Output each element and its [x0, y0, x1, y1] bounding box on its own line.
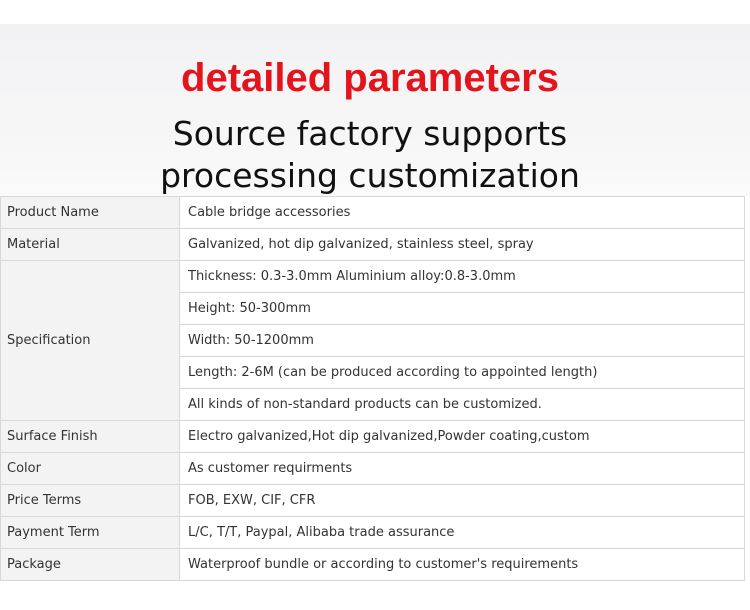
row-label-product-name: Product Name — [0, 196, 180, 229]
table-row: All kinds of non-standard products can b… — [1, 388, 745, 421]
row-label-surface-finish: Surface Finish — [0, 420, 180, 453]
row-value-payment-term: L/C, T/T, Paypal, Alibaba trade assuranc… — [179, 516, 745, 549]
page-title: detailed parameters — [181, 56, 559, 100]
table-row: Color As customer requirments — [0, 452, 745, 485]
spec-custom: All kinds of non-standard products can b… — [179, 388, 745, 421]
table-row: Height: 50-300mm — [1, 292, 745, 325]
top-margin — [0, 0, 750, 24]
row-value-surface-finish: Electro galvanized,Hot dip galvanized,Po… — [179, 420, 745, 453]
row-value-material: Galvanized, hot dip galvanized, stainles… — [179, 228, 745, 261]
row-label-package: Package — [0, 548, 180, 581]
row-label-price-terms: Price Terms — [0, 484, 180, 517]
spec-width: Width: 50-1200mm — [179, 324, 745, 357]
row-label-color: Color — [0, 452, 180, 485]
table-row: Package Waterproof bundle or according t… — [0, 548, 745, 581]
table-row: Surface Finish Electro galvanized,Hot di… — [0, 420, 745, 453]
row-label-payment-term: Payment Term — [0, 516, 180, 549]
row-value-price-terms: FOB, EXW, CIF, CFR — [179, 484, 745, 517]
spec-thickness: Thickness: 0.3-3.0mm Aluminium alloy:0.8… — [179, 260, 745, 293]
subtitle-line-2: processing customization — [160, 156, 580, 195]
row-value-color: As customer requirments — [179, 452, 745, 485]
spec-height: Height: 50-300mm — [179, 292, 745, 325]
row-label-specification: Specification — [0, 260, 180, 421]
table-row: Price Terms FOB, EXW, CIF, CFR — [0, 484, 745, 517]
subtitle-line-1: Source factory supports — [172, 114, 568, 153]
table-row: Product Name Cable bridge accessories — [0, 196, 745, 229]
table-row: Specification Thickness: 0.3-3.0mm Alumi… — [0, 260, 745, 421]
parameters-table: Product Name Cable bridge accessories Ma… — [0, 196, 745, 581]
row-value-package: Waterproof bundle or according to custom… — [179, 548, 745, 581]
row-value-product-name: Cable bridge accessories — [179, 196, 745, 229]
table-row: Payment Term L/C, T/T, Paypal, Alibaba t… — [0, 516, 745, 549]
spec-length: Length: 2-6M (can be produced according … — [179, 356, 745, 389]
bottom-margin — [0, 582, 750, 610]
row-label-material: Material — [0, 228, 180, 261]
table-row: Material Galvanized, hot dip galvanized,… — [0, 228, 745, 261]
header-banner: detailed parameters Source factory suppo… — [0, 24, 750, 196]
